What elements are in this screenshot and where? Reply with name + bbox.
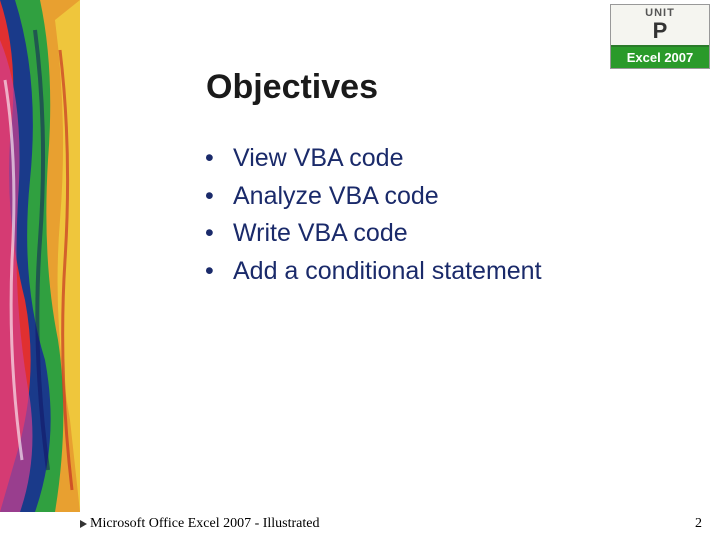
unit-badge-top-label: UNIT (611, 5, 709, 19)
list-item: Analyze VBA code (205, 178, 542, 216)
list-item: Write VBA code (205, 215, 542, 253)
page-number: 2 (695, 516, 702, 532)
slide-content-area: UNIT P Excel 2007 Objectives View VBA co… (80, 0, 720, 512)
list-item: View VBA code (205, 140, 542, 178)
unit-badge-product: Excel 2007 (611, 47, 709, 68)
footer-text: Microsoft Office Excel 2007 - Illustrate… (90, 516, 320, 532)
list-item: Add a conditional statement (205, 253, 542, 291)
slide-title: Objectives (206, 68, 378, 107)
slide-footer: Microsoft Office Excel 2007 - Illustrate… (0, 512, 720, 540)
objectives-list: View VBA code Analyze VBA code Write VBA… (205, 140, 542, 290)
sidebar-decorative-art (0, 0, 80, 512)
unit-badge-letter: P (611, 19, 709, 47)
footer-arrow-icon (80, 520, 87, 528)
unit-badge: UNIT P Excel 2007 (610, 4, 710, 69)
